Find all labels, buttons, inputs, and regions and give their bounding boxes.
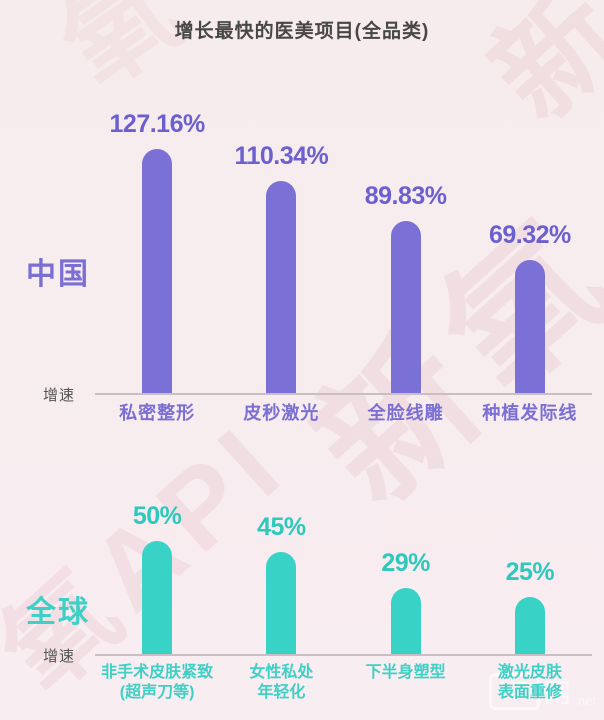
category-label: 下半身塑型 — [365, 663, 446, 681]
bar-column: 29% — [344, 549, 468, 654]
category-label: 私密整形 — [119, 403, 196, 423]
bar — [266, 551, 297, 654]
category-label: 皮秒激光 — [243, 403, 320, 423]
bar-column: 69.32% — [468, 221, 592, 393]
bar — [142, 149, 173, 393]
category-label: 激光皮肤 表面重修 — [497, 663, 562, 701]
bar-value-label: 89.83% — [364, 182, 447, 210]
category-label: 女性私处 年轻化 — [249, 663, 314, 701]
page-title: 增长最快的医美项目(全品类) — [174, 21, 430, 42]
bar — [390, 221, 421, 393]
x-axis-labels-china: 私密整形 皮秒激光 全脸线雕 种植发际线 — [95, 402, 592, 425]
category-label: 种植发际线 — [482, 403, 578, 423]
bar-column: 45% — [219, 513, 343, 654]
bar-value-label: 50% — [132, 501, 182, 530]
region-label-china: 中国 — [26, 258, 90, 291]
chart-china: 中国 127.16% 110.34% 89.83% 69.32% 增速 私密整形 皮秒激… — [0, 105, 604, 425]
bar-group-china: 127.16% 110.34% 89.83% 69.32% — [95, 105, 592, 395]
bar-value-label: 127.16% — [109, 110, 206, 138]
bar-column: 127.16% — [95, 110, 219, 393]
bar-column: 110.34% — [219, 142, 343, 393]
bar-value-label: 29% — [381, 548, 430, 577]
bar-value-label: 110.34% — [234, 142, 329, 170]
y-axis-label-global: 增速 — [43, 647, 76, 665]
bar-value-label: 45% — [257, 512, 306, 541]
bar — [514, 260, 545, 393]
bar — [390, 587, 421, 654]
bar-value-label: 69.32% — [488, 221, 571, 249]
bar-value-label: 25% — [505, 557, 555, 586]
chart-global: 全球 50% 45% 29% 25% 增速 非手术皮肤紧致 (超声刀等) 女性私处 年轻… — [0, 491, 604, 703]
region-label-global: 全球 — [26, 595, 90, 629]
x-axis-labels-global: 非手术皮肤紧致 (超声刀等) 女性私处 年轻化 下半身塑型 激光皮肤 表面重修 — [95, 663, 592, 703]
bar — [266, 181, 297, 393]
y-axis-label-china: 增速 — [43, 387, 76, 404]
bar-column: 25% — [468, 558, 592, 654]
category-label: 全脸线雕 — [367, 403, 444, 423]
bar — [514, 596, 545, 654]
bar-column: 89.83% — [344, 182, 468, 393]
bar-group-global: 50% 45% 29% 25% — [95, 491, 592, 656]
bar-column: 50% — [95, 502, 219, 654]
bar — [142, 540, 173, 654]
category-label: 非手术皮肤紧致 (超声刀等) — [101, 663, 214, 701]
